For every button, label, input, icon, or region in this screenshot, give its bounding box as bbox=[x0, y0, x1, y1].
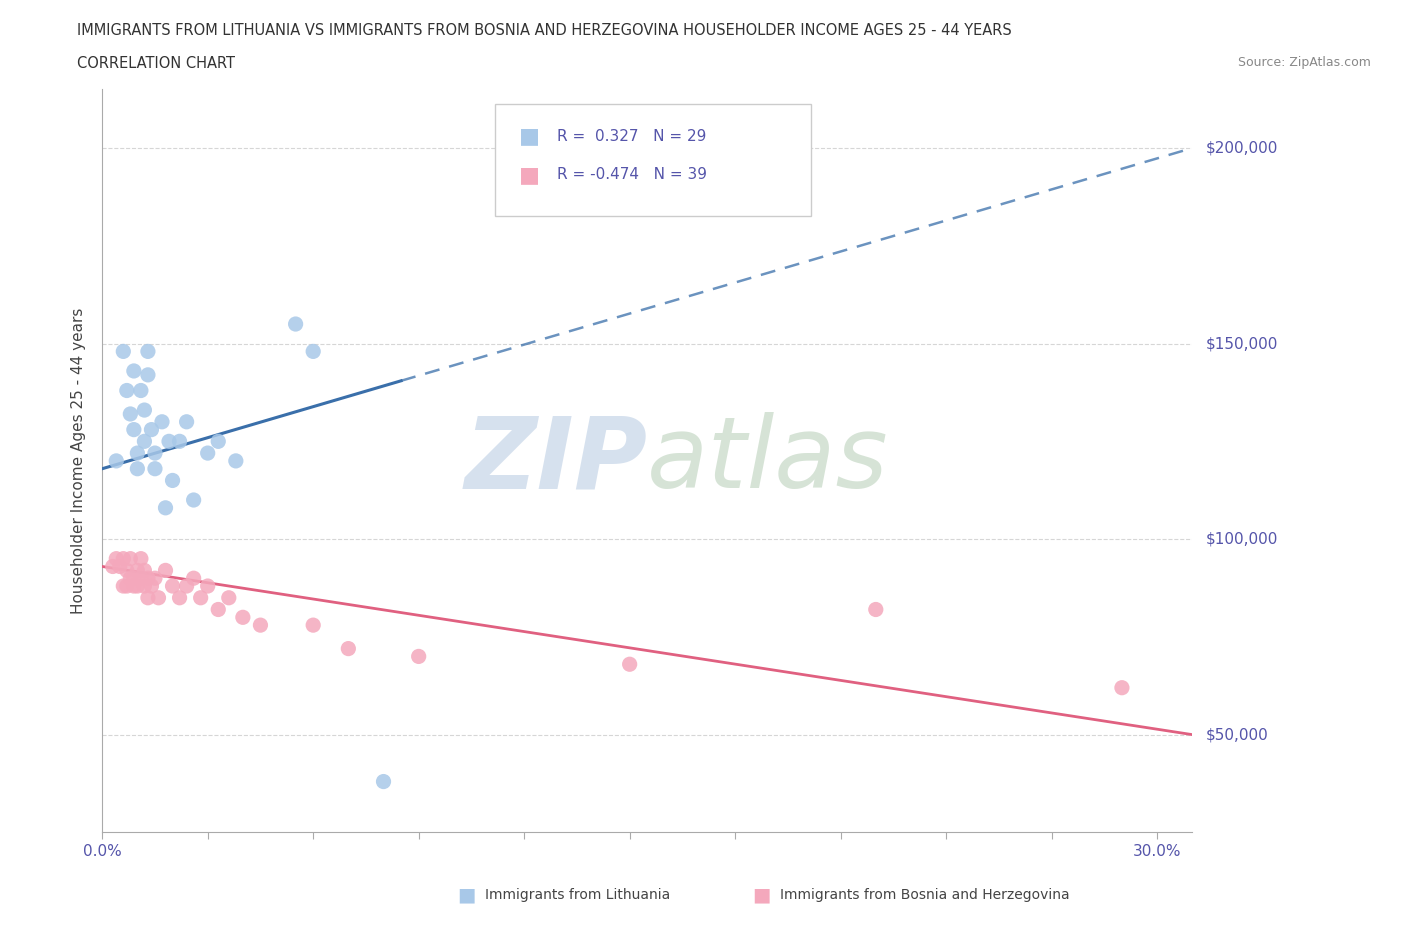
Point bbox=[120, 571, 142, 586]
Point bbox=[155, 500, 177, 515]
FancyBboxPatch shape bbox=[495, 104, 811, 216]
Text: $150,000: $150,000 bbox=[1206, 336, 1278, 352]
Point bbox=[183, 571, 205, 586]
Point bbox=[120, 551, 142, 566]
Point bbox=[122, 364, 145, 379]
Point bbox=[232, 610, 254, 625]
Point bbox=[141, 422, 163, 437]
Point bbox=[101, 559, 124, 574]
Point bbox=[122, 571, 145, 586]
Point bbox=[115, 578, 138, 593]
Point bbox=[155, 563, 177, 578]
Point bbox=[112, 578, 135, 593]
Point bbox=[112, 344, 135, 359]
Point bbox=[105, 454, 128, 469]
Point bbox=[207, 602, 229, 617]
Text: Immigrants from Bosnia and Herzegovina: Immigrants from Bosnia and Herzegovina bbox=[780, 887, 1070, 902]
Point bbox=[302, 618, 325, 632]
Point bbox=[207, 434, 229, 449]
Point bbox=[129, 551, 152, 566]
Point bbox=[337, 641, 360, 656]
Text: Source: ZipAtlas.com: Source: ZipAtlas.com bbox=[1237, 56, 1371, 69]
Text: $50,000: $50,000 bbox=[1206, 727, 1268, 742]
Point bbox=[218, 591, 240, 605]
Point bbox=[162, 578, 184, 593]
Point bbox=[169, 591, 191, 605]
Point bbox=[122, 578, 145, 593]
Text: atlas: atlas bbox=[647, 412, 889, 510]
Point bbox=[176, 415, 198, 430]
Point bbox=[129, 571, 152, 586]
Point bbox=[129, 383, 152, 398]
Text: CORRELATION CHART: CORRELATION CHART bbox=[77, 56, 235, 71]
Point bbox=[143, 445, 166, 460]
Text: Immigrants from Lithuania: Immigrants from Lithuania bbox=[485, 887, 671, 902]
Point bbox=[408, 649, 430, 664]
Point bbox=[197, 578, 219, 593]
Point bbox=[183, 493, 205, 508]
Text: ■: ■ bbox=[519, 165, 540, 185]
Point bbox=[162, 473, 184, 488]
Text: ZIP: ZIP bbox=[464, 412, 647, 510]
Point bbox=[148, 591, 170, 605]
Point bbox=[120, 406, 142, 421]
Point bbox=[127, 445, 149, 460]
Point bbox=[134, 434, 156, 449]
Point bbox=[190, 591, 212, 605]
Point bbox=[143, 571, 166, 586]
Point bbox=[134, 403, 156, 418]
Point bbox=[197, 445, 219, 460]
Point bbox=[136, 591, 159, 605]
Point bbox=[865, 602, 887, 617]
Point bbox=[127, 563, 149, 578]
Point bbox=[136, 344, 159, 359]
Point bbox=[249, 618, 271, 632]
Point bbox=[108, 559, 131, 574]
Text: R =  0.327   N = 29: R = 0.327 N = 29 bbox=[557, 128, 706, 144]
Point bbox=[136, 367, 159, 382]
Text: R = -0.474   N = 39: R = -0.474 N = 39 bbox=[557, 167, 707, 182]
Point bbox=[127, 461, 149, 476]
Point bbox=[284, 316, 307, 331]
Point bbox=[373, 774, 395, 789]
Text: $100,000: $100,000 bbox=[1206, 532, 1278, 547]
Point bbox=[141, 578, 163, 593]
Point bbox=[115, 563, 138, 578]
Point bbox=[619, 657, 641, 671]
Point bbox=[105, 551, 128, 566]
Point bbox=[302, 344, 325, 359]
Point bbox=[134, 563, 156, 578]
Text: ■: ■ bbox=[752, 885, 770, 904]
Point bbox=[157, 434, 180, 449]
Point bbox=[134, 578, 156, 593]
Point bbox=[176, 578, 198, 593]
Point bbox=[127, 578, 149, 593]
Point bbox=[150, 415, 173, 430]
Point bbox=[115, 383, 138, 398]
Y-axis label: Householder Income Ages 25 - 44 years: Householder Income Ages 25 - 44 years bbox=[72, 308, 86, 614]
Point bbox=[169, 434, 191, 449]
Text: IMMIGRANTS FROM LITHUANIA VS IMMIGRANTS FROM BOSNIA AND HERZEGOVINA HOUSEHOLDER : IMMIGRANTS FROM LITHUANIA VS IMMIGRANTS … bbox=[77, 23, 1012, 38]
Point bbox=[225, 454, 247, 469]
Point bbox=[143, 461, 166, 476]
Point bbox=[1111, 680, 1133, 695]
Text: ■: ■ bbox=[519, 126, 540, 146]
Point bbox=[136, 571, 159, 586]
Point bbox=[122, 422, 145, 437]
Text: ■: ■ bbox=[457, 885, 475, 904]
Text: $200,000: $200,000 bbox=[1206, 140, 1278, 155]
Point bbox=[112, 551, 135, 566]
